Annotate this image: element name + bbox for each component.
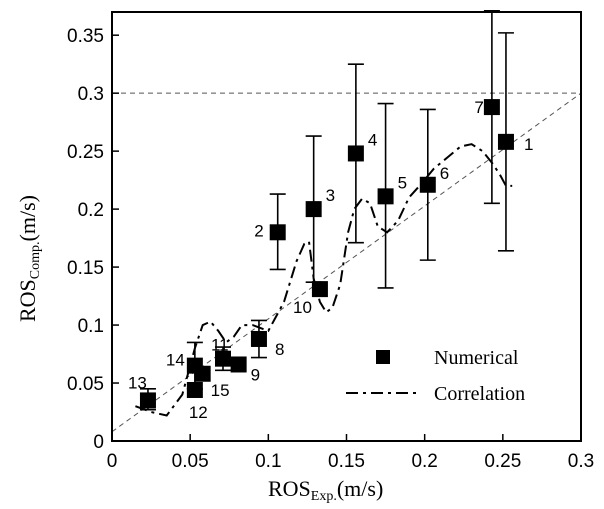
point-label: 8 (275, 340, 284, 359)
point-label: 3 (326, 186, 335, 205)
data-point-5 (377, 188, 394, 205)
y-axis-label-sub: Comp. (28, 241, 43, 279)
y-tick-label: 0.15 (67, 258, 104, 279)
data-point-11 (214, 350, 231, 367)
point-label: 14 (166, 351, 185, 370)
data-point-2 (269, 224, 286, 241)
point-label: 11 (211, 336, 229, 355)
data-point-3 (305, 201, 322, 218)
y-tick-label: 0.05 (67, 374, 104, 395)
point-label: 6 (440, 164, 449, 183)
data-point-10 (311, 281, 328, 298)
point-label: 13 (128, 373, 147, 392)
data-point-13 (139, 392, 156, 409)
data-point-15 (194, 365, 211, 382)
axis-ticks: 0 0.05 0.1 0.15 0.2 0.25 0.3 0 0.05 0.1 0.15 0.2 0.2… (67, 26, 594, 472)
y-axis-label-unit: (m/s) (15, 195, 40, 241)
x-tick-label: 0.3 (568, 451, 594, 472)
x-tick-label: 0.2 (411, 451, 437, 472)
data-point-4 (347, 145, 364, 162)
x-tick-label: 0.05 (172, 451, 209, 472)
point-label: 1 (524, 135, 533, 154)
x-tick-label: 0 (107, 451, 118, 472)
correlation-line (135, 143, 513, 417)
y-axis-label: ROSComp.(m/s) (15, 195, 43, 322)
y-axis-label-main: ROS (15, 279, 40, 322)
x-axis-label-main: ROS (268, 476, 311, 501)
y-tick-label: 0 (93, 432, 104, 453)
data-point-8 (250, 330, 267, 347)
point-label: 4 (368, 130, 377, 149)
legend-label-correlation: Correlation (434, 383, 525, 405)
correlation-series (135, 143, 513, 417)
reference-line (111, 92, 582, 433)
data-point-12 (186, 381, 203, 398)
data-point-7 (483, 99, 500, 116)
point-label: 2 (254, 221, 263, 240)
y-tick-label: 0.25 (67, 142, 104, 163)
x-axis-label-unit: (m/s) (337, 476, 383, 501)
point-label: 10 (293, 298, 312, 317)
x-tick-label: 0.25 (484, 451, 521, 472)
x-axis-label: ROSExp.(m/s) (268, 476, 383, 504)
data-point-1 (497, 133, 514, 150)
plot-frame (111, 11, 582, 442)
x-tick-label: 0.15 (328, 451, 365, 472)
point-label: 7 (474, 98, 483, 117)
point-label: 5 (398, 173, 407, 192)
data-point-6 (419, 176, 436, 193)
y-tick-label: 0.3 (78, 84, 104, 105)
reference-lines (111, 92, 582, 433)
legend-marker-numerical (376, 350, 390, 364)
y-tick-label: 0.1 (78, 316, 104, 337)
point-label: 12 (189, 403, 208, 422)
x-tick-label: 0.1 (255, 451, 281, 472)
point-label: 15 (211, 381, 230, 400)
legend-label-numerical: Numerical (434, 347, 519, 369)
x-axis-label-sub: Exp. (311, 489, 337, 504)
point-label: 9 (251, 365, 260, 384)
legend: Numerical Correlation (346, 347, 525, 405)
y-tick-label: 0.35 (67, 26, 104, 47)
data-point-9 (230, 356, 247, 373)
y-tick-label: 0.2 (78, 200, 104, 221)
